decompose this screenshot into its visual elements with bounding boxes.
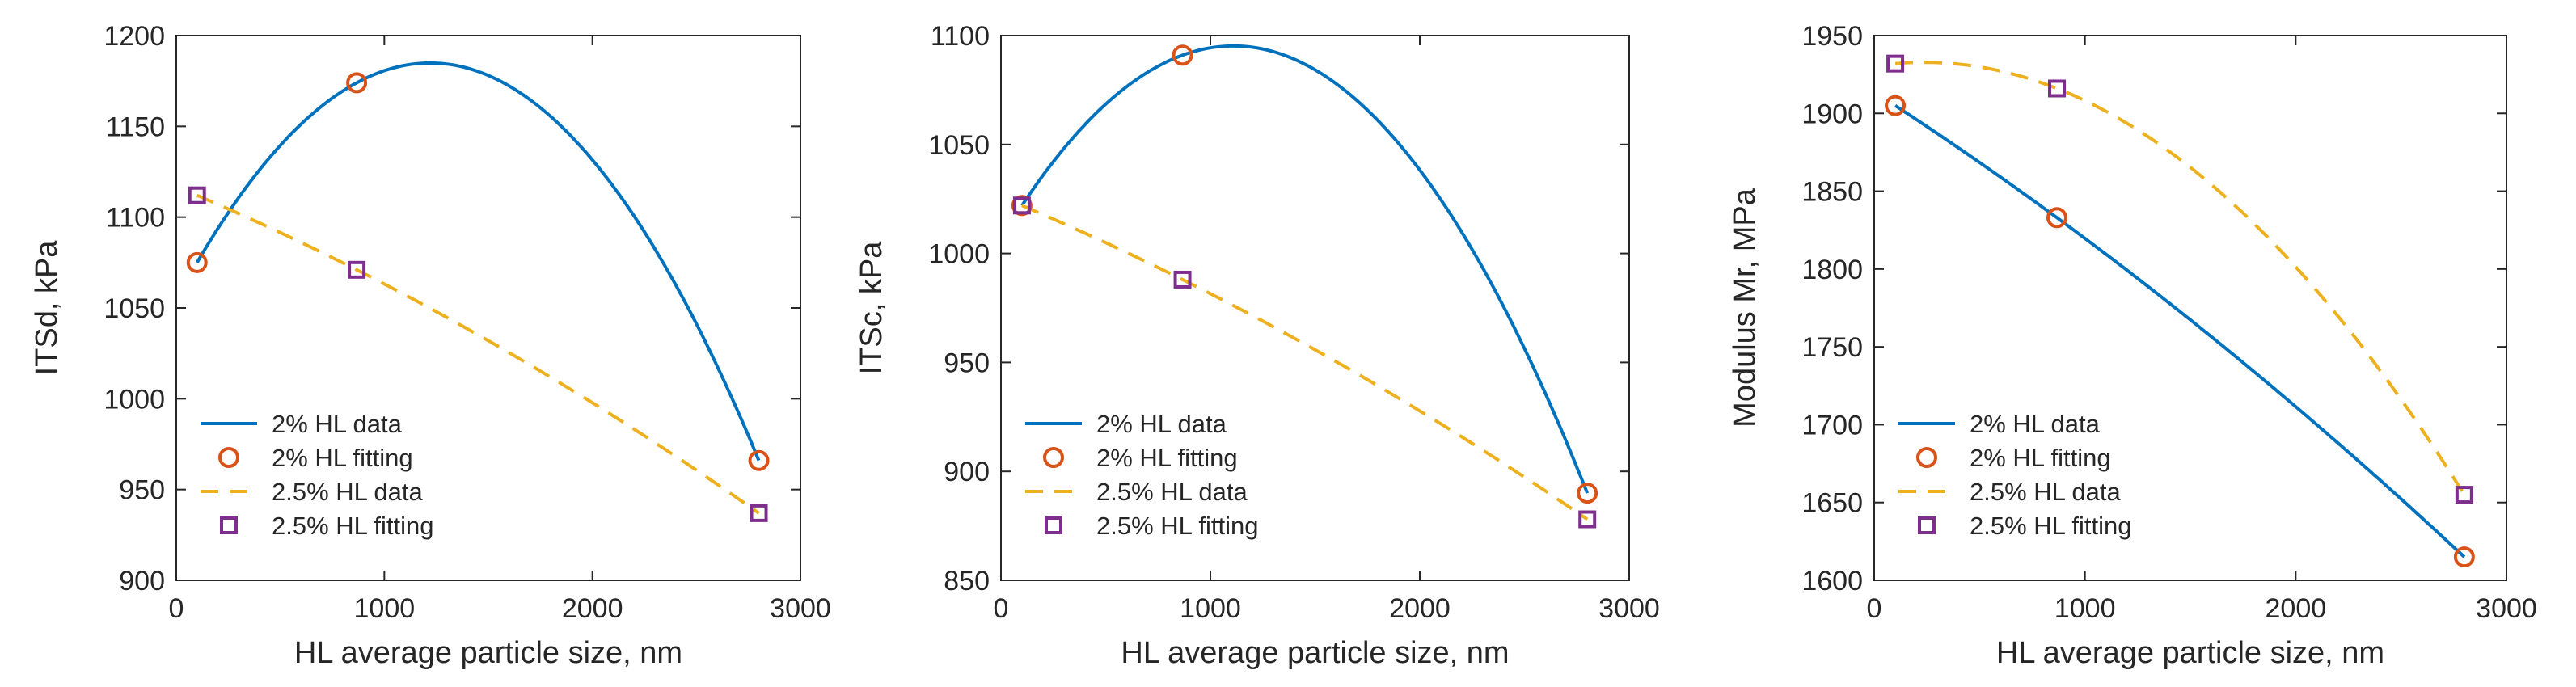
y-tick-label: 950 xyxy=(944,348,990,378)
x-tick-label: 1000 xyxy=(354,593,416,624)
chart-itsd: 0 1000 2000 3000 900 950 1000 1050 1100 1150 1200 H… xyxy=(30,21,831,670)
series-line-2-5pct xyxy=(1021,204,1589,521)
data-point-2-5pct xyxy=(1578,510,1597,529)
legend-marker-2-5pct xyxy=(1918,516,1936,534)
series-line-2pct xyxy=(1894,104,2466,558)
data-point-2pct xyxy=(2453,546,2475,568)
x-tick-label: 3000 xyxy=(770,593,831,624)
y-tick-label: 1650 xyxy=(1801,488,1863,519)
y-tick-label: 850 xyxy=(944,566,990,596)
series-line-2-5pct xyxy=(196,193,760,515)
y-tick-label: 1150 xyxy=(106,112,165,142)
legend-label: 2.5% HL fitting xyxy=(1096,512,1258,540)
x-tick-label: 3000 xyxy=(1598,593,1660,624)
x-tick-label: 0 xyxy=(994,593,1009,624)
y-tick-label: 1950 xyxy=(1801,21,1863,52)
series-line-2-5pct xyxy=(1894,61,2466,496)
y-tick-label: 1100 xyxy=(931,21,990,52)
legend-marker-2pct xyxy=(1916,447,1937,468)
data-point-2-5pct xyxy=(348,260,366,279)
data-point-2pct xyxy=(186,251,208,273)
legend-label: 2% HL data xyxy=(272,410,403,438)
legend-label: 2% HL data xyxy=(1096,410,1227,438)
axes-box xyxy=(1000,35,1630,581)
y-axis-label: Modulus Mr, MPa xyxy=(1728,188,1762,428)
y-tick-label: 1800 xyxy=(1801,255,1863,285)
x-tick-label: 2000 xyxy=(1389,593,1451,624)
data-point-2pct xyxy=(2046,207,2067,229)
legend-marker-2-5pct xyxy=(1045,516,1062,534)
x-tick-label: 3000 xyxy=(2476,593,2537,624)
chart-itsc: 0 1000 2000 3000 850 900 950 1000 1050 1100 HL ave… xyxy=(855,21,1660,670)
x-tick-label: 2000 xyxy=(562,593,623,624)
series-line-2pct xyxy=(1020,44,1590,494)
data-point-2pct xyxy=(1172,44,1193,66)
legend-label: 2.5% HL fitting xyxy=(272,512,433,540)
legend-label: 2.5% HL data xyxy=(1096,478,1248,506)
data-point-2-5pct xyxy=(188,186,206,204)
data-point-2pct xyxy=(346,72,368,94)
legend-label: 2% HL fitting xyxy=(272,444,413,472)
y-tick-label: 1000 xyxy=(928,239,990,270)
data-point-2-5pct xyxy=(1012,196,1031,215)
axes-box xyxy=(1873,35,2507,581)
x-tick-label: 0 xyxy=(169,593,184,624)
chart-modulus: 0 1000 2000 3000 1600 1650 1700 1750 1800 1850 190… xyxy=(1728,21,2537,670)
y-tick-label: 900 xyxy=(119,566,165,596)
y-tick-label: 1900 xyxy=(1801,99,1863,129)
x-axis-label: HL average particle size, nm xyxy=(1996,636,2384,670)
axes-box xyxy=(175,35,801,581)
y-tick-label: 1050 xyxy=(103,293,165,324)
legend-label: 2% HL fitting xyxy=(1970,444,2111,472)
y-axis-label: ITSd, kPa xyxy=(30,240,64,376)
y-tick-label: 1600 xyxy=(1801,566,1863,596)
y-tick-label: 1000 xyxy=(103,384,165,415)
data-point-2-5pct xyxy=(1173,270,1192,289)
data-point-2-5pct xyxy=(750,504,768,522)
legend-label: 2.5% HL data xyxy=(272,478,423,506)
y-tick-label: 1200 xyxy=(103,21,165,52)
series-line-2pct xyxy=(195,61,761,462)
legend-marker-2pct xyxy=(1043,447,1064,468)
legend-label: 2.5% HL fitting xyxy=(1970,512,2131,540)
x-tick-label: 0 xyxy=(1867,593,1882,624)
y-tick-label: 1700 xyxy=(1801,410,1863,440)
x-axis-label: HL average particle size, nm xyxy=(1121,636,1509,670)
x-tick-label: 1000 xyxy=(2054,593,2116,624)
x-axis-label: HL average particle size, nm xyxy=(294,636,682,670)
y-tick-label: 1850 xyxy=(1801,177,1863,208)
y-tick-label: 1050 xyxy=(928,130,990,161)
x-tick-label: 1000 xyxy=(1180,593,1241,624)
y-tick-label: 900 xyxy=(944,457,990,487)
legend-marker-2-5pct xyxy=(220,516,238,534)
legend-label: 2.5% HL data xyxy=(1970,478,2121,506)
legend-marker-2pct xyxy=(218,447,239,468)
data-point-2-5pct xyxy=(2455,486,2473,504)
data-point-2pct xyxy=(1885,95,1907,116)
y-tick-label: 950 xyxy=(119,475,165,506)
legend-label: 2% HL data xyxy=(1970,410,2101,438)
data-point-2-5pct xyxy=(1886,54,1905,73)
data-point-2pct xyxy=(1577,483,1598,504)
y-axis-label: ITSc, kPa xyxy=(855,241,889,375)
data-point-2-5pct xyxy=(2047,79,2066,98)
legend-label: 2% HL fitting xyxy=(1096,444,1238,472)
y-tick-label: 1100 xyxy=(106,203,165,234)
data-point-2pct xyxy=(748,449,770,471)
x-tick-label: 2000 xyxy=(2266,593,2327,624)
y-tick-label: 1750 xyxy=(1801,332,1863,363)
